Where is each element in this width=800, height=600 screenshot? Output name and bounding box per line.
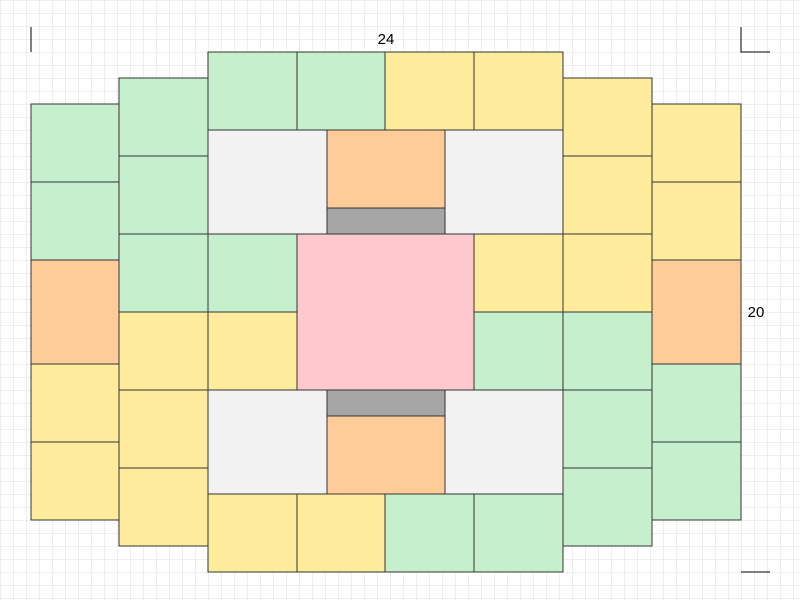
tile: [444, 129, 564, 235]
tile: [473, 51, 564, 131]
tile: [207, 389, 328, 495]
tile: [562, 467, 653, 547]
tile: [296, 233, 475, 391]
tile: [562, 77, 653, 157]
tile: [562, 389, 653, 469]
tile: [30, 363, 120, 443]
tile: [651, 103, 742, 183]
tile: [207, 311, 298, 391]
tile: [651, 441, 742, 521]
tile: [30, 181, 120, 261]
tile: [118, 467, 209, 547]
tile: [562, 155, 653, 235]
tile: [384, 51, 475, 131]
tile: [30, 103, 120, 183]
height-label: 20: [748, 304, 765, 321]
tile: [651, 181, 742, 261]
tile: [473, 311, 564, 391]
tile: [326, 207, 446, 235]
tiles: [30, 51, 742, 573]
tile: [30, 441, 120, 521]
tile: [207, 51, 298, 131]
tile: [651, 259, 742, 365]
tile: [444, 389, 564, 495]
tile: [118, 77, 209, 157]
tile: [296, 51, 386, 131]
tile: [473, 493, 564, 573]
tile: [326, 415, 446, 495]
tile: [118, 311, 209, 391]
dimension-line: [740, 27, 770, 53]
tile: [118, 155, 209, 235]
tile: [30, 259, 120, 365]
tile: [207, 233, 298, 313]
tile: [651, 363, 742, 443]
tile: [473, 233, 564, 313]
tile: [562, 311, 653, 391]
tile: [118, 233, 209, 313]
tile: [207, 129, 328, 235]
dimension-lines: [30, 27, 770, 573]
tile: [384, 493, 475, 573]
tile: [562, 233, 653, 313]
tile: [118, 389, 209, 469]
tile: [326, 389, 446, 417]
tile: [207, 493, 298, 573]
tile: [326, 129, 446, 209]
width-label: 24: [378, 31, 395, 48]
tile: [296, 493, 386, 573]
